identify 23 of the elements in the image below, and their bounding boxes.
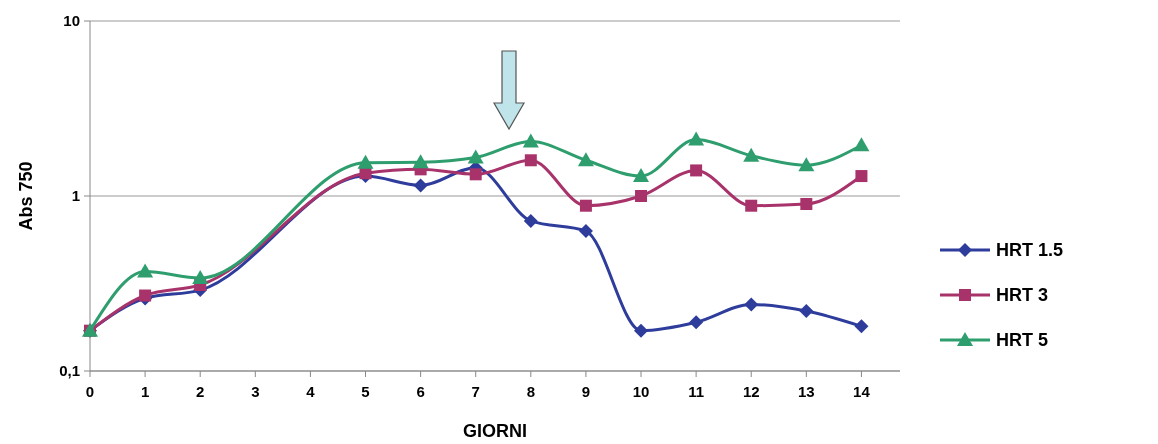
x-tick-label: 1 [140,383,150,400]
x-tick-label: 12 [742,383,760,400]
x-tick-label: 8 [526,383,535,400]
legend-label: HRT 3 [996,285,1049,306]
x-tick-label: 4 [306,383,316,400]
x-tick-label: 10 [632,383,650,400]
y-axis-title: Abs 750 [16,161,36,231]
x-tick-label: 5 [361,383,370,400]
x-tick-label: 14 [853,383,871,400]
legend-label: HRT 1.5 [996,240,1064,261]
x-tick-label: 3 [251,383,260,400]
y-tick-label: 0,1 [59,362,80,380]
x-tick-label: 0 [85,383,95,400]
x-tick-label: 13 [797,383,815,400]
x-tick-label: 7 [471,383,480,400]
x-tick-label: 2 [196,383,205,400]
x-tick-label: 9 [581,383,591,400]
y-tick-label: 10 [63,12,80,30]
x-tick-label: 11 [688,383,705,400]
x-axis-title: GIORNI [462,421,528,441]
x-tick-label: 6 [416,383,425,400]
y-tick-label: 1 [71,187,80,205]
legend-label: HRT 5 [996,330,1049,351]
